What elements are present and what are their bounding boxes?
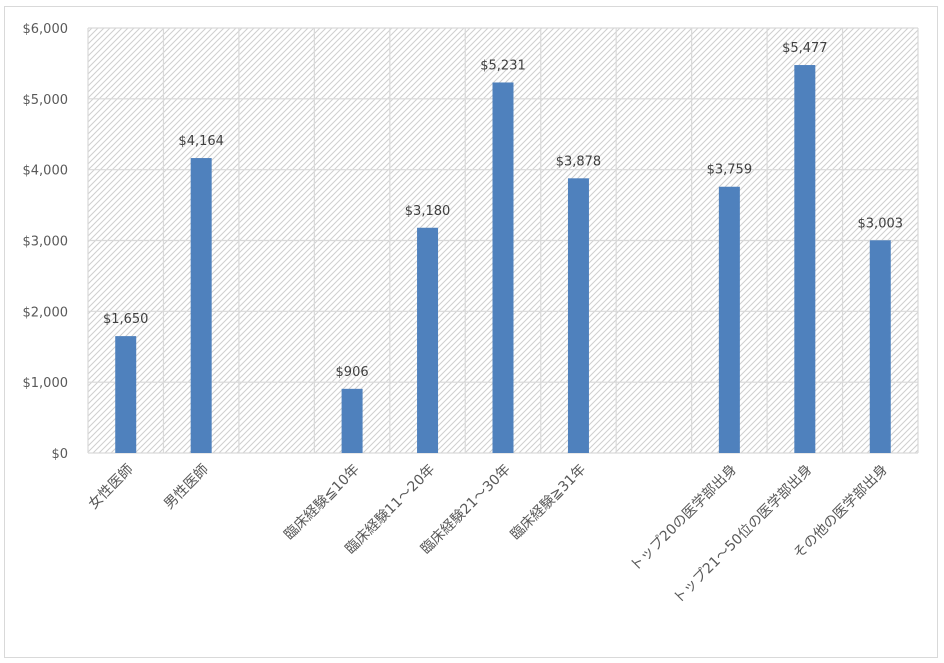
y-tick-label: $4,000 xyxy=(23,164,69,179)
y-tick-label: $1,000 xyxy=(23,376,69,391)
data-label: $1,650 xyxy=(103,312,149,327)
y-axis-tick-labels: $0 $1,000 $2,000 $3,000 $4,000 $5,000 $6,000 xyxy=(23,22,69,462)
bar xyxy=(869,240,891,453)
data-label: $906 xyxy=(336,365,369,380)
data-label: $3,759 xyxy=(707,163,753,178)
category-label: 臨床経験≦10年 xyxy=(281,462,363,544)
bars xyxy=(115,65,891,454)
category-label: 男性医師 xyxy=(161,462,212,513)
bar xyxy=(718,186,740,454)
bar xyxy=(794,65,816,453)
bar xyxy=(190,158,212,454)
data-label: $4,164 xyxy=(178,134,224,149)
data-label: $3,878 xyxy=(556,154,602,169)
bar xyxy=(567,178,589,453)
bar xyxy=(115,336,137,453)
data-labels: $1,650 $4,164 $906 $3,180 $5,231 $3,878 $3,759… xyxy=(103,41,903,380)
y-tick-label: $2,000 xyxy=(23,305,69,320)
data-label: $3,180 xyxy=(405,204,451,219)
category-label: 女性医師 xyxy=(85,461,137,513)
category-label: トップ21～50位の医学部出身 xyxy=(670,462,815,607)
data-label: $5,477 xyxy=(782,41,828,56)
y-tick-label: $3,000 xyxy=(23,235,69,250)
bar xyxy=(341,388,363,453)
bar xyxy=(492,82,514,454)
bar xyxy=(417,227,439,453)
y-tick-label: $5,000 xyxy=(23,93,69,108)
data-label: $3,003 xyxy=(858,216,904,231)
y-tick-label: $0 xyxy=(51,447,68,462)
category-label: 臨床経験≧31年 xyxy=(508,462,590,544)
data-label: $5,231 xyxy=(480,58,526,73)
y-tick-label: $6,000 xyxy=(23,22,69,37)
x-axis-category-labels: 女性医師 男性医師 臨床経験≦10年臨床経験11～20年臨床経験21～30年臨床経験… xyxy=(85,461,891,607)
